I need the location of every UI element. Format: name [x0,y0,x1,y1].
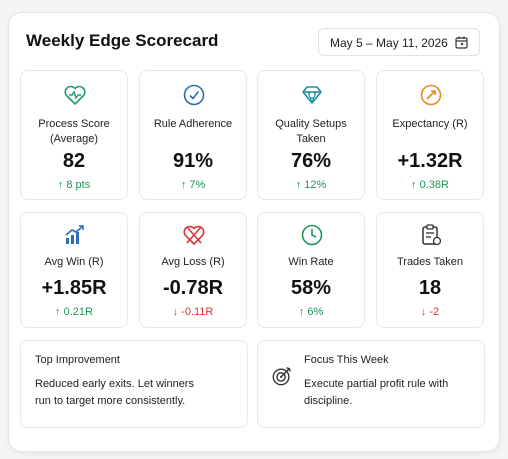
clipboard-icon [422,224,442,246]
metric-card: Quality Setups Taken 76% ↑ 12% [257,70,365,200]
metric-label: Process Score (Average) [38,118,110,145]
calendar-icon [455,36,468,49]
metric-value: 58% [290,277,332,299]
loss-icon [183,225,205,246]
note-title: Top Improvement [35,354,120,366]
metric-value: +1.85R [41,277,107,299]
date-range: May 5 – May 11, 2026 [330,36,448,50]
metric-card: Avg Loss (R) -0.78R ↓ -0.11R [139,212,247,328]
note-card: Top Improvement Reduced early exits. Let… [20,340,248,428]
note-title: Focus This Week [304,354,389,366]
metric-label: Expectancy (R) [392,118,468,130]
gem-icon [302,86,322,105]
metric-label: Win Rate [288,256,334,268]
metric-change: ↓ -0.11R [172,306,214,318]
metric-change: ↑ 0.38R [411,179,449,191]
metric-change: ↑ 12% [295,179,327,191]
note-card: Focus This Week Execute partial profit r… [257,340,485,428]
clock-icon [301,224,323,246]
metric-label: Trades Taken [396,256,464,268]
metric-label: Rule Adherence [153,118,233,130]
metric-change: ↑ 7% [180,179,206,191]
date-picker[interactable]: May 5 – May 11, 2026 [318,28,480,56]
metric-card: Trades Taken 18 ↓ -2 [376,212,484,328]
metric-value: 91% [172,150,214,172]
expectancy-icon [420,84,442,106]
check-icon [183,84,205,106]
metric-change: ↓ -2 [420,306,440,318]
chart-up-icon [65,225,84,244]
note-text: Execute partial profit rule with discipl… [304,378,449,407]
metric-value: 76% [290,150,332,172]
metric-value: 18 [418,277,442,299]
heart-icon [64,85,86,105]
metric-label: Quality Setups Taken [275,118,347,145]
metric-card: Avg Win (R) +1.85R ↑ 0.21R [20,212,128,328]
metric-card: Rule Adherence 91% ↑ 7% [139,70,247,200]
metric-value: 82 [62,150,86,172]
metric-value: -0.78R [162,277,224,299]
metric-change: ↑ 0.21R [55,306,93,318]
metric-card: Process Score (Average) 82 ↑ 8 pts [20,70,128,200]
note-text: Reduced early exits. Let winners run to … [35,378,194,407]
metric-label: Avg Loss (R) [161,256,225,268]
metric-label: Avg Win (R) [44,256,104,268]
metric-value: +1.32R [397,150,463,172]
metric-change: ↑ 6% [298,306,324,318]
metric-change: ↑ 8 pts [57,179,91,191]
title: Weekly Edge Scorecard [26,31,219,50]
metric-card: Expectancy (R) +1.32R ↑ 0.38R [376,70,484,200]
target-icon [272,367,291,386]
metric-card: Win Rate 58% ↑ 6% [257,212,365,328]
